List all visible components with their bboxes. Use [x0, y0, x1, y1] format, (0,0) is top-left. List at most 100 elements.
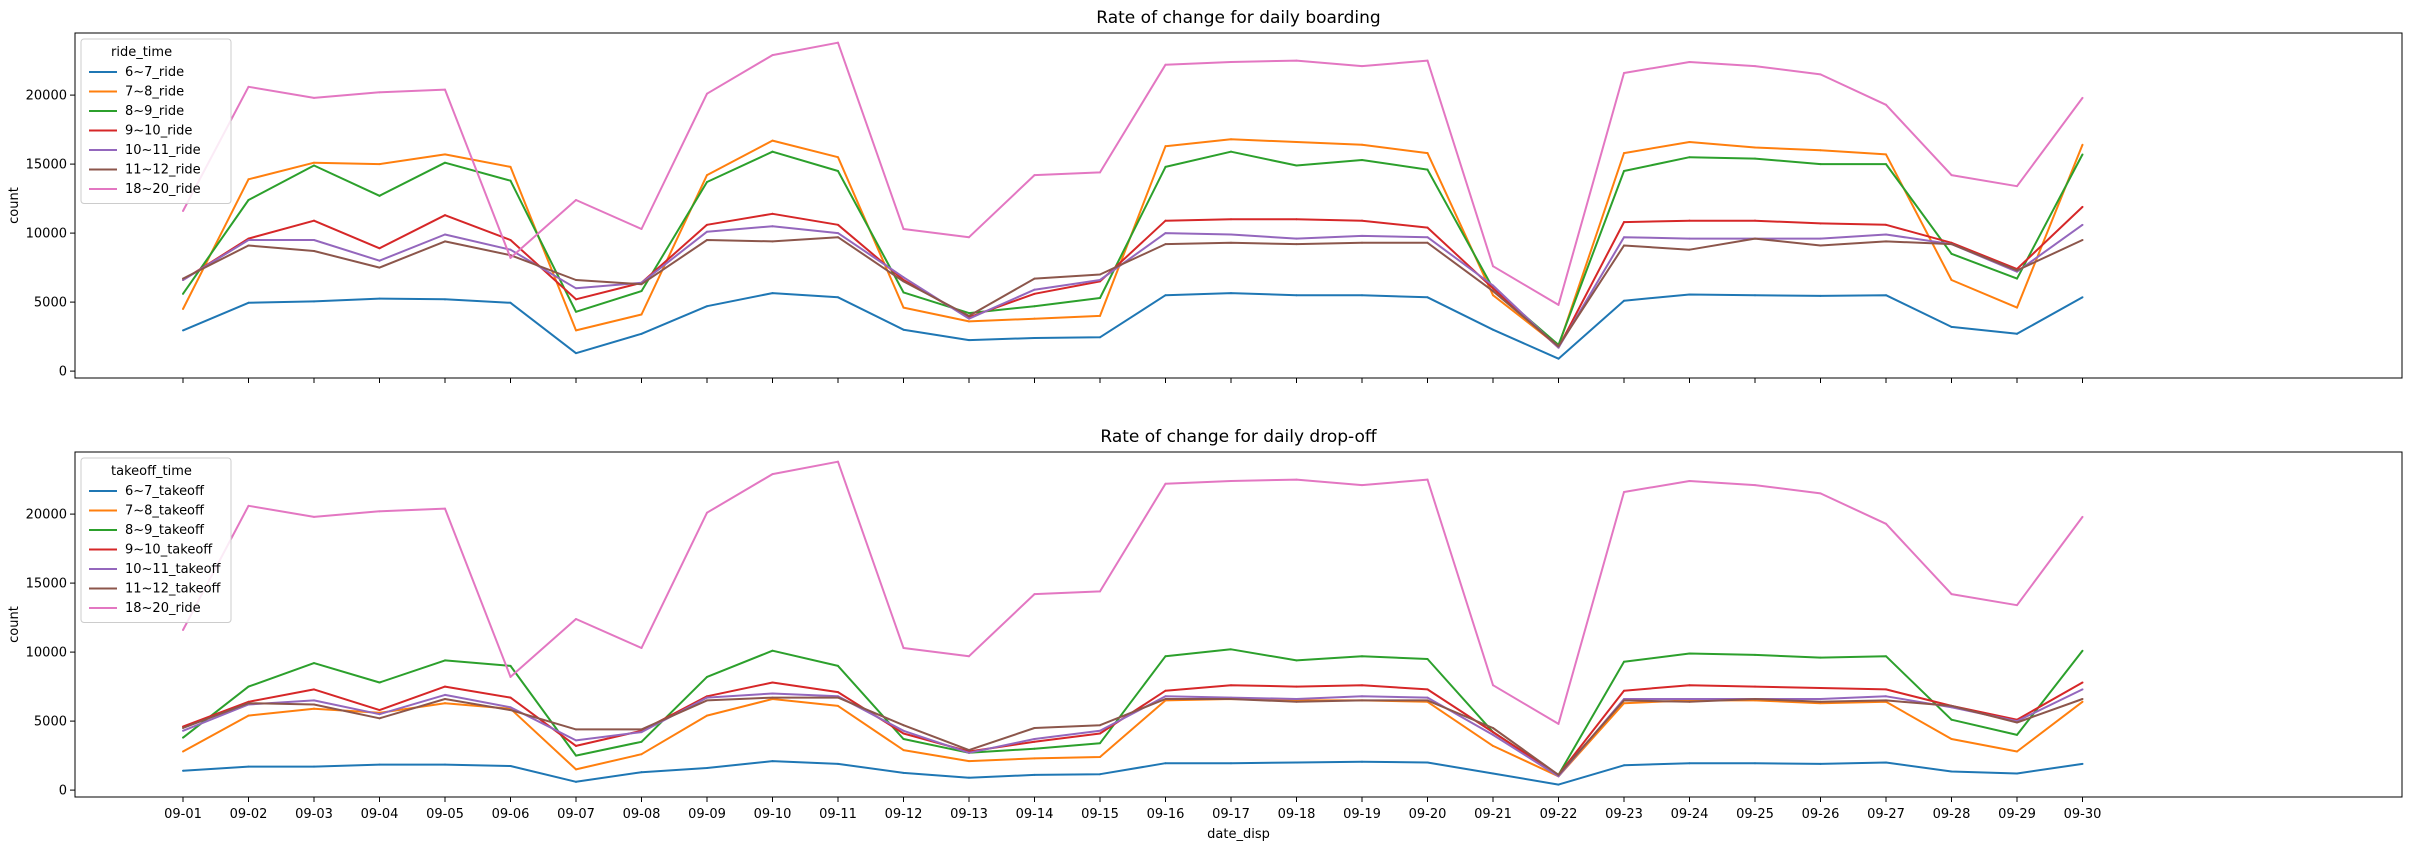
- data-point: [771, 225, 774, 228]
- data-point: [1819, 698, 1822, 701]
- data-point: [968, 314, 970, 317]
- data-point: [1688, 652, 1691, 655]
- data-point: [1164, 655, 1167, 658]
- data-point: [902, 749, 905, 752]
- data-point: [1688, 684, 1691, 687]
- data-point: [247, 714, 250, 717]
- data-point: [771, 292, 774, 295]
- data-point: [1885, 294, 1887, 297]
- data-point: [902, 276, 905, 279]
- data-point: [2081, 205, 2084, 208]
- data-point: [837, 460, 839, 463]
- data-point: [509, 706, 512, 709]
- data-point: [1426, 152, 1429, 155]
- data-point: [1819, 656, 1822, 659]
- series-points-7~8_ride: [182, 138, 2084, 348]
- data-point: [1426, 696, 1429, 699]
- data-point: [378, 297, 381, 300]
- data-point: [575, 329, 577, 332]
- data-point: [1623, 699, 1625, 702]
- data-point: [706, 239, 708, 241]
- data-point: [1033, 305, 1036, 308]
- data-point: [902, 729, 905, 732]
- data-point: [1623, 221, 1625, 224]
- data-point: [182, 210, 184, 213]
- data-point: [1164, 689, 1167, 692]
- data-point: [1819, 244, 1822, 247]
- data-point: [313, 300, 315, 303]
- data-point: [902, 291, 905, 294]
- plot-frame: [74, 451, 2403, 798]
- data-point: [1099, 296, 1101, 299]
- series-line-6~7_takeoff: [182, 760, 2083, 786]
- data-point: [575, 310, 577, 313]
- data-point: [902, 646, 905, 649]
- data-point: [313, 96, 315, 99]
- data-point: [182, 727, 184, 729]
- data-point: [837, 41, 839, 44]
- data-point: [1099, 273, 1101, 276]
- data-point: [968, 760, 970, 763]
- data-point: [509, 239, 512, 241]
- data-point: [640, 646, 643, 649]
- data-point: [706, 511, 708, 514]
- data-point: [1230, 648, 1232, 651]
- data-point: [1819, 149, 1822, 152]
- data-point: [247, 685, 250, 688]
- series-points-10~11_ride: [182, 223, 2084, 349]
- data-point: [575, 768, 577, 771]
- data-point: [1295, 59, 1298, 62]
- data-point: [902, 227, 905, 230]
- data-point: [1950, 738, 1953, 741]
- data-point: [182, 277, 184, 280]
- x-tick-label: 09-23: [1605, 807, 1643, 822]
- series-line-8~9_ride: [182, 150, 2084, 346]
- y-axis-label: count: [7, 187, 22, 224]
- data-point: [1164, 219, 1167, 222]
- data-point: [1164, 232, 1167, 235]
- data-point: [1361, 484, 1363, 487]
- data-point: [968, 312, 970, 315]
- data-point: [182, 292, 184, 295]
- data-point: [837, 170, 839, 172]
- data-point: [1819, 73, 1822, 76]
- data-point: [1033, 336, 1036, 339]
- data-point: [706, 174, 708, 177]
- data-point: [640, 283, 643, 286]
- data-point: [837, 296, 839, 299]
- data-point: [902, 280, 905, 283]
- x-tick-label: 09-10: [754, 807, 792, 822]
- data-point: [444, 88, 446, 91]
- data-point: [378, 266, 381, 269]
- series-points-11~12_takeoff: [182, 696, 2084, 776]
- data-point: [378, 247, 381, 250]
- data-point: [2081, 688, 2084, 691]
- data-point: [1426, 688, 1429, 691]
- data-point: [640, 313, 643, 316]
- x-tick-label: 09-06: [492, 807, 530, 822]
- y-tick-label: 0: [59, 784, 67, 799]
- legend-entry: 8~9_takeoff: [125, 523, 205, 538]
- data-point: [509, 696, 512, 699]
- x-tick-label: 09-29: [1998, 807, 2036, 822]
- data-point: [968, 749, 970, 752]
- data-point: [1426, 236, 1429, 239]
- data-point: [1099, 755, 1101, 758]
- data-point: [968, 655, 970, 658]
- data-point: [1885, 163, 1887, 166]
- data-point: [1885, 522, 1887, 525]
- x-axis-label: date_disp: [1207, 827, 1270, 842]
- data-point: [313, 703, 315, 706]
- data-point: [313, 239, 315, 241]
- data-point: [1885, 233, 1887, 236]
- data-point: [575, 352, 577, 355]
- legend-box: [80, 38, 232, 204]
- data-point: [2081, 96, 2084, 99]
- data-point: [1819, 222, 1822, 225]
- data-point: [1295, 243, 1298, 246]
- data-point: [771, 696, 774, 699]
- data-point: [2081, 239, 2084, 241]
- data-point: [378, 681, 381, 684]
- data-point: [1033, 773, 1036, 776]
